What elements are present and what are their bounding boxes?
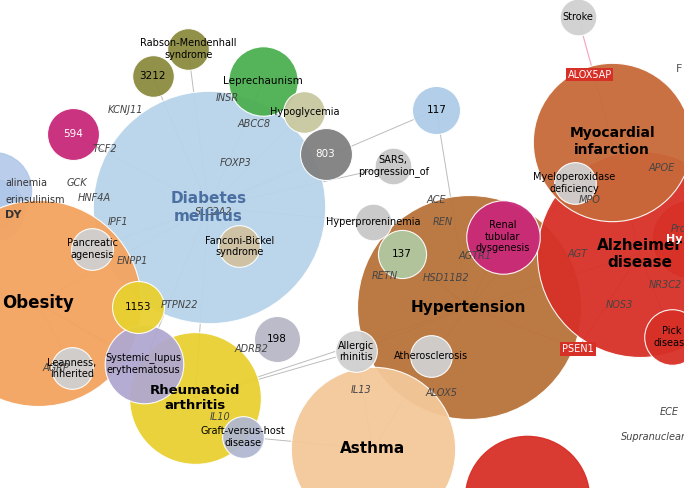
- Point: [299, 108, 310, 116]
- Text: TCF2: TCF2: [92, 144, 117, 154]
- Text: ACE: ACE: [427, 195, 446, 205]
- Text: Myeloperoxidase
deficiency: Myeloperoxidase deficiency: [534, 172, 616, 194]
- Point: [320, 150, 331, 158]
- Text: Allergic
rhinitis: Allergic rhinitis: [338, 341, 373, 362]
- Text: RETN: RETN: [371, 271, 397, 281]
- Point: [138, 360, 149, 367]
- Point: [183, 45, 194, 53]
- Text: ENPP1: ENPP1: [116, 256, 148, 266]
- Text: NR3C2: NR3C2: [649, 281, 682, 290]
- Text: GCK: GCK: [66, 178, 87, 188]
- Text: Hyperproreninemia: Hyperproreninemia: [326, 217, 420, 227]
- Text: Pick
disease: Pick disease: [653, 326, 684, 347]
- Text: 3212: 3212: [140, 71, 166, 81]
- Text: REN: REN: [433, 217, 453, 227]
- Point: [350, 347, 361, 355]
- Text: HSD11B2: HSD11B2: [423, 273, 469, 283]
- Point: [203, 203, 214, 211]
- Text: ECE: ECE: [659, 407, 679, 417]
- Text: Alzheimer
disease: Alzheimer disease: [596, 238, 683, 270]
- Point: [634, 250, 645, 258]
- Point: [497, 233, 508, 241]
- Point: [569, 179, 580, 187]
- Point: [666, 333, 677, 341]
- Point: [133, 304, 144, 311]
- Text: Pro: Pro: [670, 224, 684, 234]
- Text: Obesity: Obesity: [1, 294, 74, 311]
- Point: [388, 162, 399, 170]
- Text: 1153: 1153: [125, 303, 151, 312]
- Text: 803: 803: [316, 149, 335, 159]
- Point: [367, 218, 378, 226]
- Point: [147, 72, 158, 80]
- Text: Leanness,
inherited: Leanness, inherited: [47, 358, 96, 379]
- Text: APOE: APOE: [649, 163, 675, 173]
- Point: [425, 352, 436, 360]
- Point: [431, 106, 442, 114]
- Text: alinemia: alinemia: [5, 178, 47, 188]
- Point: [397, 250, 408, 258]
- Point: [258, 77, 269, 84]
- Text: Supranuclear: Supranuclear: [620, 432, 684, 442]
- Text: Diabetes
mellitus: Diabetes mellitus: [170, 191, 247, 224]
- Text: 117: 117: [426, 105, 447, 115]
- Point: [189, 394, 200, 402]
- Text: IL10: IL10: [210, 412, 231, 422]
- Text: INSR: INSR: [215, 93, 239, 102]
- Point: [463, 304, 474, 311]
- Text: Pancreatic
agenesis: Pancreatic agenesis: [67, 238, 118, 260]
- Text: PTPN22: PTPN22: [161, 300, 198, 310]
- Text: FOXP3: FOXP3: [220, 159, 252, 168]
- Text: Renal
tubular
dysgenesis: Renal tubular dysgenesis: [475, 220, 530, 253]
- Point: [237, 433, 248, 441]
- Text: Atherosclerosis: Atherosclerosis: [394, 351, 468, 361]
- Text: ALOX5: ALOX5: [425, 388, 457, 398]
- Point: [234, 243, 245, 250]
- Text: Hypoglycemia: Hypoglycemia: [269, 107, 339, 117]
- Text: Myocardial
infarction: Myocardial infarction: [569, 126, 655, 157]
- Point: [573, 13, 583, 21]
- Text: Hypertension: Hypertension: [411, 300, 526, 315]
- Text: SARS,
progression_of: SARS, progression_of: [358, 155, 429, 177]
- Text: AGRP: AGRP: [42, 364, 70, 373]
- Text: SLC2A2: SLC2A2: [196, 207, 233, 217]
- Text: Systemic_lupus
erythematosus: Systemic_lupus erythematosus: [105, 352, 182, 375]
- Text: Rabson-Mendenhall
syndrome: Rabson-Mendenhall syndrome: [140, 38, 237, 60]
- Point: [32, 299, 43, 306]
- Text: AGTR1: AGTR1: [459, 251, 492, 261]
- Text: IL13: IL13: [351, 386, 371, 395]
- Point: [607, 138, 618, 145]
- Text: erinsulinism: erinsulinism: [5, 195, 65, 205]
- Text: AGT: AGT: [568, 249, 588, 259]
- Text: ADRB2: ADRB2: [235, 344, 269, 354]
- Text: Stroke: Stroke: [562, 12, 594, 22]
- Text: 137: 137: [392, 249, 412, 259]
- Text: Graft-versus-host
disease: Graft-versus-host disease: [200, 426, 285, 447]
- Text: Hy: Hy: [666, 234, 683, 244]
- Text: F: F: [676, 64, 683, 74]
- Point: [272, 335, 282, 343]
- Text: Leprechaunism: Leprechaunism: [224, 76, 303, 85]
- Point: [367, 445, 378, 453]
- Text: NOS3: NOS3: [605, 300, 633, 310]
- Text: MPO: MPO: [579, 195, 601, 205]
- Text: PSEN1: PSEN1: [562, 344, 594, 354]
- Text: Fanconi-Bickel
syndrome: Fanconi-Bickel syndrome: [205, 236, 274, 257]
- Text: Asthma: Asthma: [340, 442, 406, 456]
- Text: 198: 198: [267, 334, 287, 344]
- Point: [87, 245, 98, 253]
- Text: IPF1: IPF1: [107, 217, 128, 227]
- Text: ALOX5AP: ALOX5AP: [568, 70, 611, 80]
- Text: Rheumatoid
arthritis: Rheumatoid arthritis: [150, 384, 240, 412]
- Text: ABCC8: ABCC8: [238, 120, 271, 129]
- Text: HNF4A: HNF4A: [78, 193, 111, 203]
- Point: [68, 130, 79, 138]
- Text: 594: 594: [63, 129, 83, 139]
- Point: [66, 365, 77, 372]
- Text: DY: DY: [5, 210, 22, 220]
- Text: KCNJ11: KCNJ11: [107, 105, 143, 115]
